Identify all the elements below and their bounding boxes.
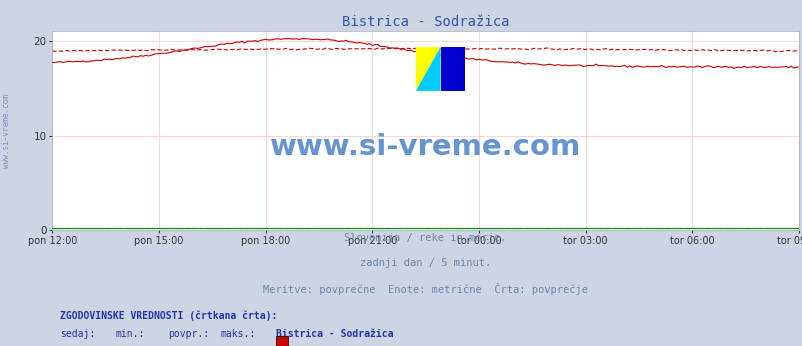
- Polygon shape: [415, 47, 440, 91]
- Polygon shape: [415, 47, 440, 91]
- Text: min.:: min.:: [115, 329, 145, 339]
- Text: maks.:: maks.:: [220, 329, 255, 339]
- Text: Slovenija / reke in morje.: Slovenija / reke in morje.: [344, 233, 506, 243]
- Text: zadnji dan / 5 minut.: zadnji dan / 5 minut.: [359, 258, 491, 268]
- Text: www.si-vreme.com: www.si-vreme.com: [269, 133, 581, 161]
- Text: Bistrica - Sodražica: Bistrica - Sodražica: [276, 329, 393, 339]
- Text: sedaj:: sedaj:: [59, 329, 95, 339]
- Text: povpr.:: povpr.:: [168, 329, 209, 339]
- Title: Bistrica - Sodražica: Bistrica - Sodražica: [342, 15, 508, 29]
- Text: Meritve: povprečne  Enote: metrične  Črta: povprečje: Meritve: povprečne Enote: metrične Črta:…: [263, 283, 587, 295]
- Text: www.si-vreme.com: www.si-vreme.com: [2, 94, 11, 169]
- Polygon shape: [440, 47, 464, 91]
- Text: ZGODOVINSKE VREDNOSTI (črtkana črta):: ZGODOVINSKE VREDNOSTI (črtkana črta):: [59, 310, 277, 321]
- Bar: [276, 336, 288, 346]
